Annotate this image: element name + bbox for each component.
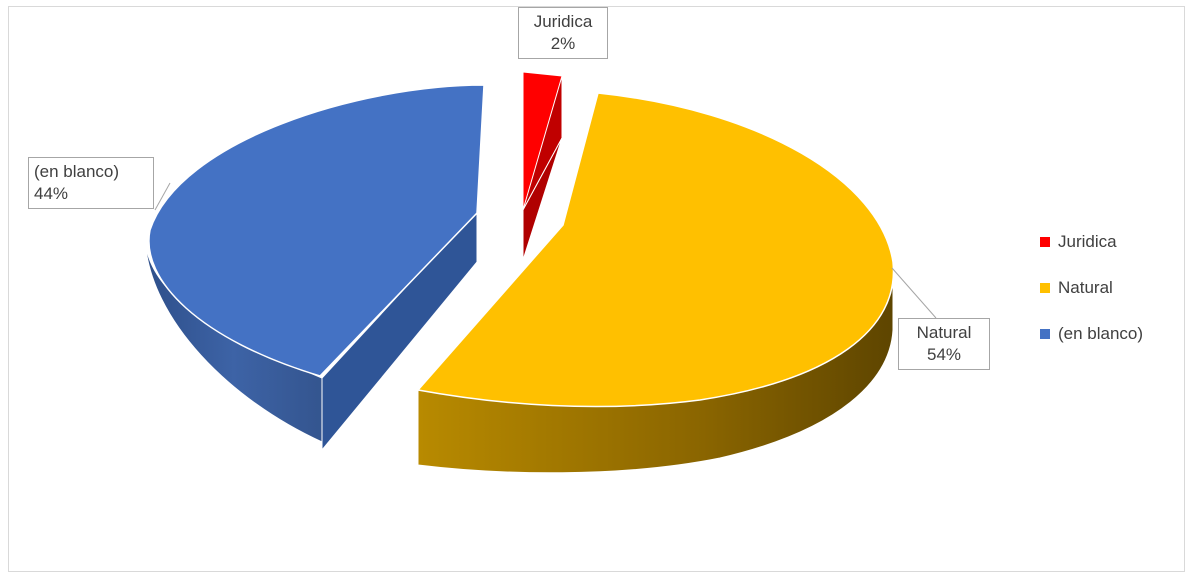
data-label-juridica-category: Juridica [533,12,593,31]
slice-natural[interactable] [416,92,895,474]
legend-item-en-blanco[interactable]: (en blanco) [1040,322,1143,345]
leader-line-natural [891,267,937,319]
legend-swatch-en-blanco [1040,328,1050,339]
data-label-en-blanco-category: (en blanco) [34,162,120,181]
data-label-en-blanco: (en blanco) 44% [28,157,154,209]
legend-swatch-juridica [1040,236,1050,247]
chart-legend: Juridica Natural (en blanco) [1040,230,1143,368]
legend-label-juridica: Juridica [1058,231,1117,251]
data-label-juridica-percent: 2% [550,34,576,53]
data-label-juridica: Juridica 2% [518,7,608,59]
legend-label-natural: Natural [1058,277,1113,297]
legend-item-natural[interactable]: Natural [1040,276,1143,299]
leader-line-en-blanco [154,182,171,211]
legend-item-juridica[interactable]: Juridica [1040,230,1143,253]
slice-juridica[interactable] [522,71,563,261]
data-label-natural: Natural 54% [898,318,990,370]
legend-label-en-blanco: (en blanco) [1058,323,1144,343]
data-label-natural-category: Natural [916,323,972,342]
data-label-natural-percent: 54% [926,345,962,364]
legend-swatch-natural [1040,282,1050,293]
data-label-en-blanco-percent: 44% [34,184,69,203]
slice-en-blanco[interactable] [144,84,485,452]
